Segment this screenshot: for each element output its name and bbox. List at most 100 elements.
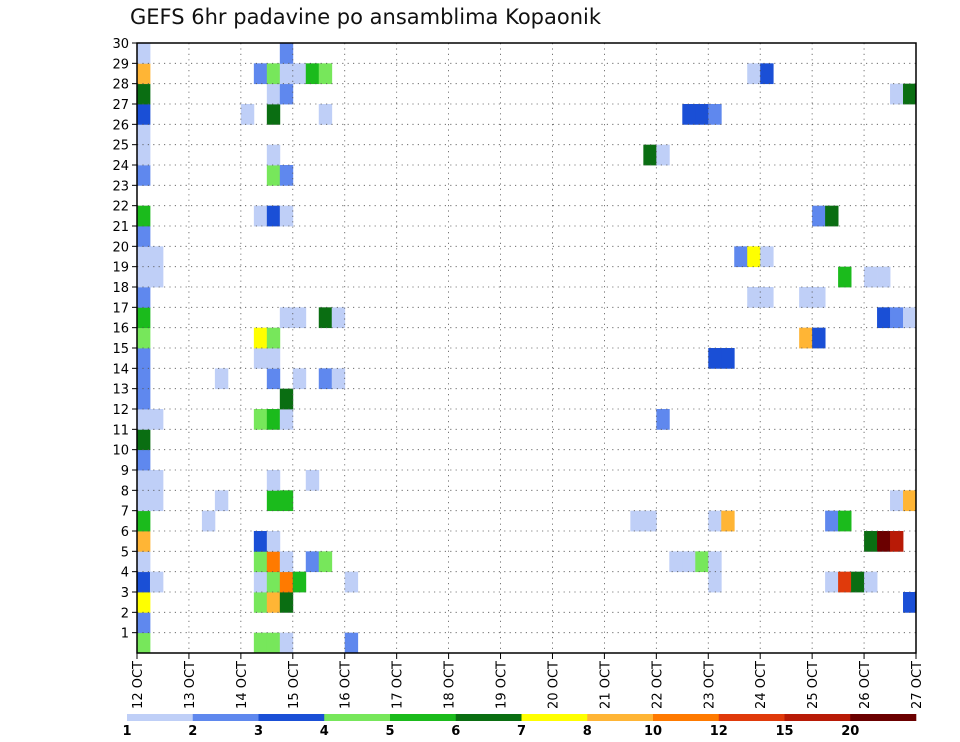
heat-cell — [344, 632, 359, 654]
heat-cell — [903, 83, 917, 105]
heat-cell — [137, 551, 151, 573]
heat-cell — [266, 368, 281, 390]
legend-label: 1 — [122, 724, 131, 739]
heat-cell — [708, 348, 722, 369]
color-legend: 1 2 3 4 5 6 7 8 10 12 15 20 — [122, 714, 917, 739]
heat-cell — [201, 510, 216, 532]
y-axis: 1234567891011121314151617181920212223242… — [112, 37, 137, 642]
heat-cell — [708, 510, 722, 532]
heat-cell — [266, 63, 281, 85]
heat-cell — [137, 429, 151, 451]
heat-cell — [305, 551, 320, 573]
x-axis: 12 OCT 13 OCT 14 OCT 15 OCT 16 OCT 17 OCT 18 O… — [131, 653, 925, 709]
y-tick-label: 18 — [112, 281, 129, 296]
heat-cell — [903, 307, 917, 329]
heat-cell — [760, 246, 774, 268]
heat-cell — [292, 63, 307, 85]
heat-cell — [760, 287, 774, 308]
y-tick-label: 2 — [121, 606, 129, 621]
heat-cell — [279, 571, 294, 593]
heat-cell — [279, 83, 294, 105]
heat-cell — [331, 307, 346, 329]
legend-label: 2 — [188, 724, 197, 739]
y-tick-label: 22 — [112, 200, 129, 215]
heat-cell — [137, 470, 151, 491]
heat-cell — [137, 63, 151, 85]
y-tick-label: 9 — [121, 464, 129, 479]
legend-label: 4 — [320, 724, 329, 739]
heat-cell — [318, 104, 333, 125]
heat-cell — [851, 571, 865, 593]
heat-cell — [747, 246, 761, 268]
legend-swatch — [324, 714, 391, 721]
y-tick-label: 14 — [112, 362, 129, 377]
heat-cell — [734, 246, 748, 268]
heat-cell — [149, 490, 164, 512]
heat-cell — [253, 551, 268, 573]
heat-cell — [149, 266, 164, 288]
x-tick-label: 26 OCT — [858, 661, 873, 709]
heat-cell — [877, 307, 891, 329]
y-tick-label: 27 — [112, 98, 129, 113]
heat-cell — [682, 104, 696, 125]
heat-cell — [890, 83, 904, 105]
heat-cell — [253, 531, 268, 552]
heat-cell — [825, 205, 839, 227]
heat-cell — [137, 612, 151, 634]
heat-cell — [137, 592, 151, 613]
legend-swatch — [127, 714, 194, 721]
x-tick-label: 17 OCT — [391, 661, 406, 709]
heat-cell — [149, 470, 164, 491]
heat-cell — [137, 531, 151, 552]
heat-cell — [253, 63, 268, 85]
heat-cell — [695, 104, 709, 125]
legend-swatch — [258, 714, 325, 721]
y-tick-label: 29 — [112, 57, 129, 72]
y-tick-label: 8 — [121, 484, 129, 499]
heat-cell — [331, 368, 346, 390]
heat-cell — [721, 510, 735, 532]
y-tick-label: 5 — [121, 545, 129, 560]
heat-cell — [799, 327, 813, 349]
heat-cell — [669, 551, 683, 573]
heat-cell — [682, 551, 696, 573]
y-tick-label: 13 — [112, 383, 129, 398]
heat-cell — [864, 266, 878, 288]
heat-cell — [137, 43, 151, 64]
heat-cell — [137, 368, 151, 390]
heat-cell — [266, 165, 281, 186]
heat-cell — [903, 592, 917, 613]
heat-cell — [812, 205, 826, 227]
legend-label: 15 — [775, 724, 793, 739]
y-tick-label: 19 — [112, 261, 129, 276]
heat-cell — [266, 632, 281, 654]
y-tick-label: 11 — [112, 423, 129, 438]
heat-cell — [137, 307, 151, 329]
legend-label: 12 — [710, 724, 728, 739]
y-tick-label: 15 — [112, 342, 129, 357]
legend-swatch — [587, 714, 654, 721]
heat-cell — [149, 246, 164, 268]
heat-cell — [266, 592, 281, 613]
y-tick-label: 1 — [121, 627, 129, 642]
heat-cell — [305, 63, 320, 85]
heat-cell — [137, 287, 151, 308]
x-tick-label: 13 OCT — [183, 661, 198, 709]
heat-cell — [318, 368, 333, 390]
heat-cell — [747, 63, 761, 85]
x-tick-label: 24 OCT — [754, 661, 769, 709]
heat-cell — [253, 205, 268, 227]
y-tick-label: 21 — [112, 220, 129, 235]
legend-label: 8 — [583, 724, 592, 739]
heat-cell — [279, 490, 294, 512]
heat-cell — [903, 490, 917, 512]
x-tick-label: 27 OCT — [910, 661, 925, 709]
heat-cell — [279, 409, 294, 430]
heat-cell — [137, 266, 151, 288]
heat-cell — [838, 510, 852, 532]
heat-cell — [890, 307, 904, 329]
heat-cell — [266, 348, 281, 369]
heat-cell — [643, 510, 657, 532]
heat-cell — [240, 104, 255, 125]
y-tick-label: 4 — [121, 566, 129, 581]
